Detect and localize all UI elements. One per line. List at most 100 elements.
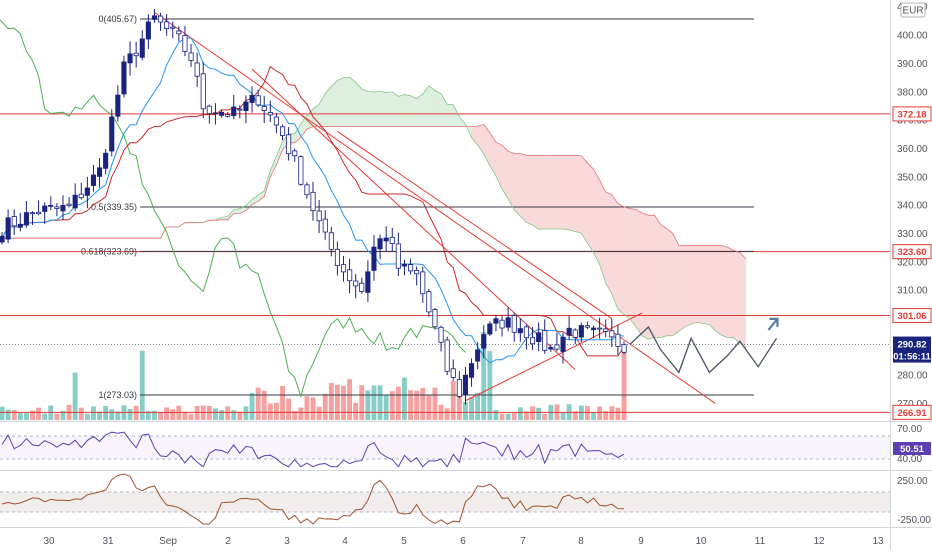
volume-bar <box>24 413 29 420</box>
candle-body <box>128 54 132 63</box>
oscillator-pane: 250.00-250.00 <box>0 474 931 526</box>
last-price-label: 290.82 <box>897 340 926 351</box>
cloud-segment <box>715 245 721 335</box>
candle-body <box>494 319 498 324</box>
volume-bar <box>134 406 139 420</box>
candle-body <box>543 331 547 351</box>
volume-bar <box>54 414 59 420</box>
cloud-segment <box>624 207 630 319</box>
volume-bar <box>512 413 517 420</box>
candle-body <box>85 188 89 195</box>
volume-bar <box>372 385 377 420</box>
candle-body <box>158 16 162 22</box>
time-tick-label: 2 <box>225 536 231 547</box>
volume-bar <box>420 388 425 420</box>
candle-body <box>421 272 425 294</box>
volume-bar <box>158 412 163 420</box>
candle-body <box>232 107 236 116</box>
volume-bar <box>353 403 358 420</box>
cloud-segment <box>642 213 648 339</box>
cloud-segment <box>648 215 654 339</box>
volume-bar <box>341 386 346 420</box>
cloud-segment <box>551 155 557 229</box>
price-tick-label: 310.00 <box>897 286 928 297</box>
candle-body <box>256 96 260 105</box>
price-tick-label: 390.00 <box>897 59 928 70</box>
time-tick-label: 8 <box>578 536 584 547</box>
candle-body <box>598 328 602 329</box>
candle-body <box>482 335 486 349</box>
volume-bar <box>225 407 230 421</box>
candle-body <box>171 27 175 28</box>
candle-body <box>610 331 614 337</box>
volume-bar <box>597 407 602 421</box>
volume-bar <box>109 409 114 420</box>
candle-body <box>524 327 528 338</box>
candle-body <box>445 340 449 371</box>
candle-body <box>0 236 4 242</box>
cloud-segment <box>368 91 374 126</box>
volume-bar <box>244 406 249 420</box>
time-tick-label: 9 <box>638 536 644 547</box>
volume-bar <box>250 393 255 420</box>
candle-body <box>116 95 120 116</box>
candle-body <box>189 53 193 61</box>
cloud-segment <box>392 92 398 127</box>
candle-body <box>323 219 327 232</box>
candle-body <box>274 117 278 125</box>
volume-bar <box>311 397 316 420</box>
candle-body <box>329 233 333 250</box>
candle-body <box>110 117 114 151</box>
volume-bar <box>347 379 352 420</box>
candle-body <box>476 350 480 361</box>
candle-body <box>122 62 126 94</box>
candle-body <box>73 195 77 208</box>
candle-body <box>293 151 297 156</box>
volume-bar <box>128 409 133 420</box>
osc-tick-label: -250.00 <box>897 515 931 526</box>
candle-body <box>177 31 181 34</box>
candle-body <box>262 107 266 111</box>
candle-body <box>366 272 370 293</box>
cloud-segment <box>557 155 563 229</box>
cloud-segment <box>734 250 740 343</box>
cloud-segment <box>356 82 362 126</box>
volume-bar <box>396 387 401 420</box>
volume-bar <box>18 413 23 420</box>
candle-body <box>585 326 589 328</box>
cloud-segment <box>703 245 709 324</box>
candle-body <box>396 244 400 268</box>
candle-body <box>104 153 108 168</box>
level-price-label: 266.91 <box>897 408 927 419</box>
price-tick-label: 330.00 <box>897 229 928 240</box>
fib-label: 0.5(339.35) <box>91 202 137 212</box>
volume-bar <box>542 414 547 420</box>
cloud-segment <box>563 155 569 230</box>
cloud-segment <box>380 91 386 126</box>
candle-body <box>537 333 541 342</box>
volume-bar <box>207 406 212 420</box>
time-tick-label: Sep <box>159 536 177 547</box>
cloud-segment <box>435 90 441 126</box>
volume-bar <box>183 412 188 420</box>
volume-bar <box>36 408 41 420</box>
volume-bar <box>500 414 505 421</box>
cloud-segment <box>545 155 551 229</box>
cloud-segment <box>594 169 600 264</box>
cloud-segment <box>362 89 368 127</box>
candle-body <box>165 22 169 29</box>
volume-bar <box>237 412 242 420</box>
candle-body <box>457 380 461 397</box>
volume-bar <box>451 381 456 420</box>
candle-body <box>134 53 138 56</box>
candle-body <box>555 345 559 349</box>
candle-body <box>378 239 382 249</box>
candle-body <box>91 175 95 186</box>
cloud-segment <box>337 78 343 127</box>
volume-bar <box>561 412 566 420</box>
volume-bar <box>268 403 273 420</box>
volume-bar <box>219 410 224 420</box>
